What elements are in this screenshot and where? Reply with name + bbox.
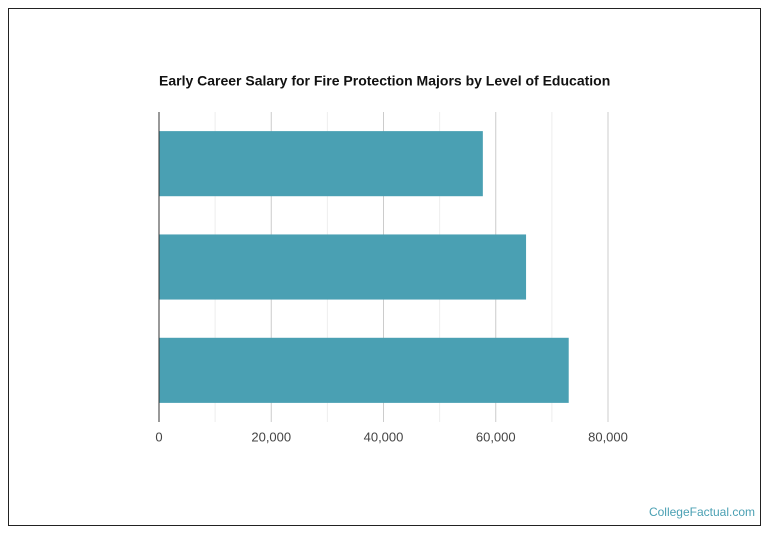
x-tick-label: 20,000 xyxy=(251,429,291,444)
bar xyxy=(159,131,483,197)
bar xyxy=(159,337,569,403)
x-tick-label: 60,000 xyxy=(476,429,516,444)
bar xyxy=(159,234,527,300)
x-tick-label: 40,000 xyxy=(364,429,404,444)
x-tick-label: 0 xyxy=(155,429,162,444)
x-tick-label: 80,000 xyxy=(588,429,628,444)
source-link[interactable]: CollegeFactual.com xyxy=(649,505,755,519)
chart-title: Early Career Salary for Fire Protection … xyxy=(159,73,610,89)
